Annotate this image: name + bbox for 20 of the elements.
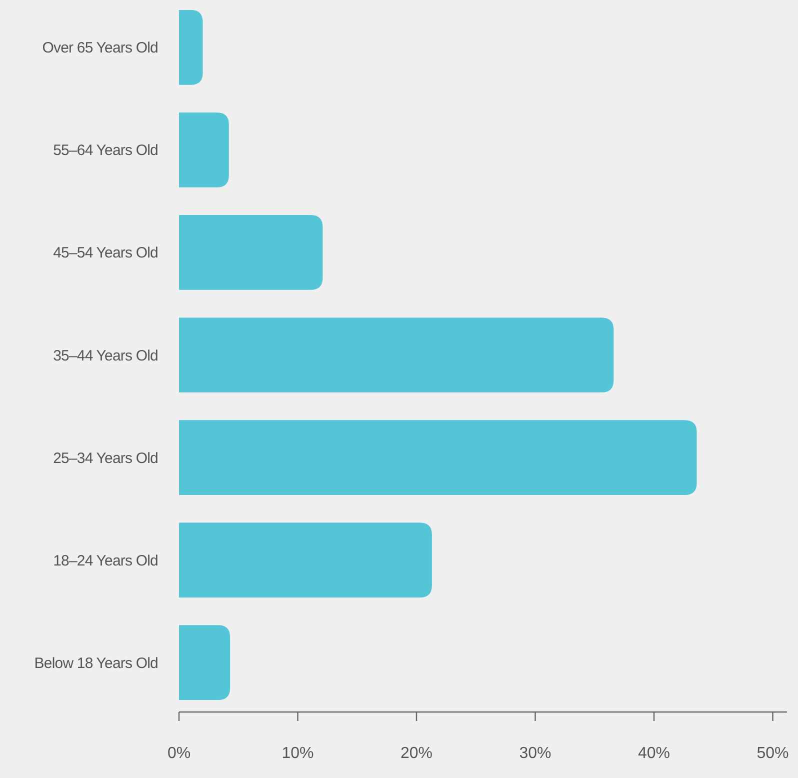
x-tick-label: 30% — [519, 745, 552, 762]
bar — [179, 112, 229, 188]
bar — [179, 420, 697, 495]
y-tick-label: Over 65 Years Old — [42, 40, 158, 57]
y-tick-label: 35–44 Years Old — [53, 347, 158, 364]
y-tick-label: 55–64 Years Old — [53, 142, 158, 160]
x-tick-label: 40% — [638, 745, 670, 762]
bar — [179, 215, 323, 290]
bar — [179, 10, 203, 85]
y-tick-label: Below 18 Years Old — [34, 654, 158, 672]
y-tick-label: 18–24 Years Old — [53, 552, 158, 570]
x-tick-label: 20% — [400, 745, 433, 762]
x-tick-label: 10% — [282, 745, 314, 762]
bar — [179, 625, 230, 700]
y-tick-label: 25–34 Years Old — [53, 450, 158, 467]
y-tick-label: 45–54 Years Old — [53, 244, 158, 262]
bar — [179, 318, 614, 392]
x-tick-label: 50% — [756, 745, 789, 762]
bar — [179, 522, 432, 598]
x-tick-label: 0% — [167, 745, 191, 762]
